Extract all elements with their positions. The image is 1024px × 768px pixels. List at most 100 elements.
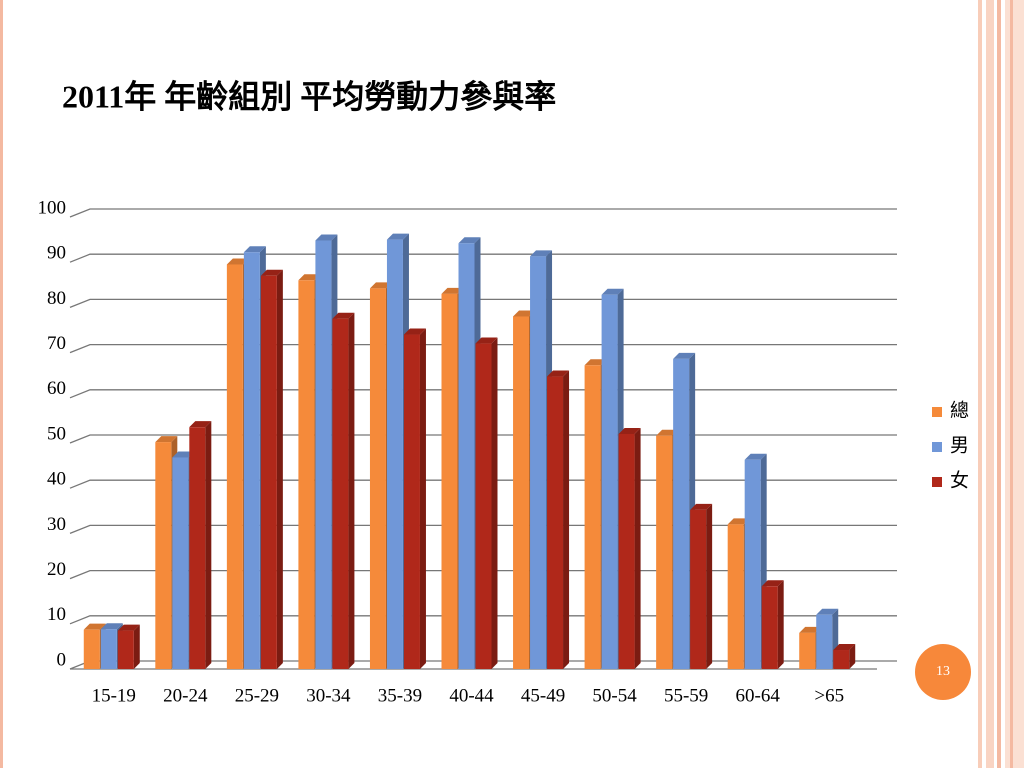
right-stripe (978, 0, 982, 768)
bar (260, 269, 283, 669)
bar-top (601, 288, 624, 295)
bar-top (833, 644, 856, 651)
bar-front (441, 293, 458, 669)
grid-line (69, 343, 897, 354)
bar-front (513, 316, 530, 669)
bar (833, 644, 856, 669)
legend-swatch (932, 442, 942, 452)
bar-top (761, 580, 784, 587)
bar-top (298, 274, 321, 281)
x-tick-label: 30-34 (306, 685, 351, 706)
bar-side (419, 328, 426, 669)
bar-top (799, 626, 822, 633)
x-tick-label: 55-59 (664, 685, 708, 706)
legend-label: 女 (950, 469, 969, 491)
bar-top (369, 282, 392, 289)
y-tick-label: 30 (47, 514, 66, 535)
y-tick-label: 40 (47, 469, 66, 490)
bar (189, 421, 212, 669)
bar-top (243, 246, 266, 253)
bar-top (83, 623, 106, 630)
bar-front (618, 433, 635, 669)
grid-line (69, 208, 897, 218)
right-stripe (1005, 0, 1024, 768)
bar-front (117, 630, 134, 669)
y-tick-label: 10 (47, 604, 66, 625)
bar-top (513, 310, 536, 317)
grid-line (69, 253, 897, 263)
bar-top (530, 250, 553, 257)
y-tick-label: 20 (47, 559, 66, 580)
bar-front (833, 650, 850, 669)
bar-front (690, 509, 707, 669)
bar-front (386, 239, 403, 669)
bar-front (547, 376, 564, 669)
bar-top (584, 359, 607, 366)
bar-top (226, 258, 249, 265)
x-tick-label: 35-39 (378, 685, 422, 706)
bar-front (530, 256, 547, 669)
bar-front (243, 252, 260, 670)
bar (332, 312, 355, 669)
bar (547, 370, 570, 669)
bar-top (618, 427, 641, 434)
grid-line (69, 389, 897, 399)
bar-front (189, 427, 206, 669)
bar (475, 337, 498, 669)
bar-top (189, 421, 212, 428)
bar-front (172, 457, 189, 669)
x-tick-label: 40-44 (449, 685, 494, 706)
x-tick-label: 15-19 (92, 685, 136, 706)
x-tick-label: 20-24 (163, 685, 208, 706)
bar-top (475, 337, 498, 344)
bar-side (133, 624, 140, 669)
bar-side (849, 644, 856, 669)
x-tick-label: 60-64 (736, 685, 781, 706)
bar-top (458, 237, 481, 244)
bar-top (332, 312, 355, 319)
legend-label: 男 (950, 435, 969, 456)
bar-top (315, 234, 338, 241)
bar-side (491, 337, 498, 669)
legend-swatch (932, 477, 942, 487)
bar-front (315, 240, 332, 669)
right-stripe (997, 0, 1001, 768)
slide-number-badge (915, 644, 971, 700)
x-tick-label: 45-49 (521, 685, 565, 706)
y-tick-label: 70 (47, 333, 66, 354)
bar-front (744, 459, 761, 669)
left-border (0, 0, 3, 768)
bar (618, 427, 641, 669)
bar-front (298, 280, 315, 669)
bar-top (172, 451, 195, 458)
bar-front (673, 358, 690, 669)
bar (403, 328, 426, 669)
bar-front (761, 586, 778, 669)
y-tick-label: 0 (57, 649, 67, 670)
bar-top (727, 518, 750, 525)
bar-top (100, 623, 123, 630)
bar-front (816, 614, 833, 669)
bar-top (386, 233, 409, 240)
bar-front (727, 524, 744, 669)
y-tick-label: 90 (47, 243, 66, 264)
bar-top (816, 608, 839, 615)
bar-top (117, 624, 140, 631)
bar (690, 503, 713, 669)
bar-front (332, 318, 349, 669)
bar-side (348, 312, 355, 669)
bar-front (799, 632, 816, 669)
bar-front (403, 334, 420, 669)
y-tick-label: 100 (38, 197, 67, 218)
bar-top (260, 269, 283, 276)
bar (761, 580, 784, 669)
bar-front (226, 264, 243, 669)
right-stripe (1010, 0, 1013, 768)
y-tick-label: 60 (47, 378, 66, 399)
chart-title: 2011年 年齡組別 平均勞動力參與率 (62, 78, 556, 114)
bar (117, 624, 140, 669)
bar-top (673, 352, 696, 359)
bar-side (276, 269, 283, 669)
bar-front (100, 629, 117, 669)
